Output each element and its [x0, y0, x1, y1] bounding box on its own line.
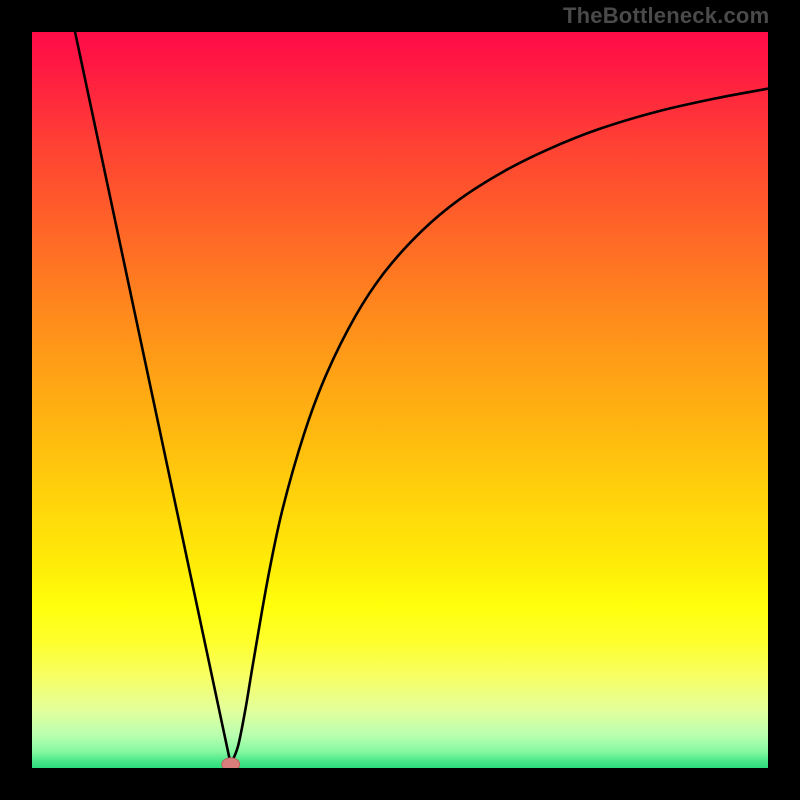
gradient-background — [32, 32, 768, 768]
plot-svg — [32, 32, 768, 768]
chart-container: TheBottleneck.com — [0, 0, 800, 800]
plot-area — [32, 32, 768, 768]
watermark-text: TheBottleneck.com — [563, 3, 769, 29]
min-marker — [222, 758, 240, 768]
